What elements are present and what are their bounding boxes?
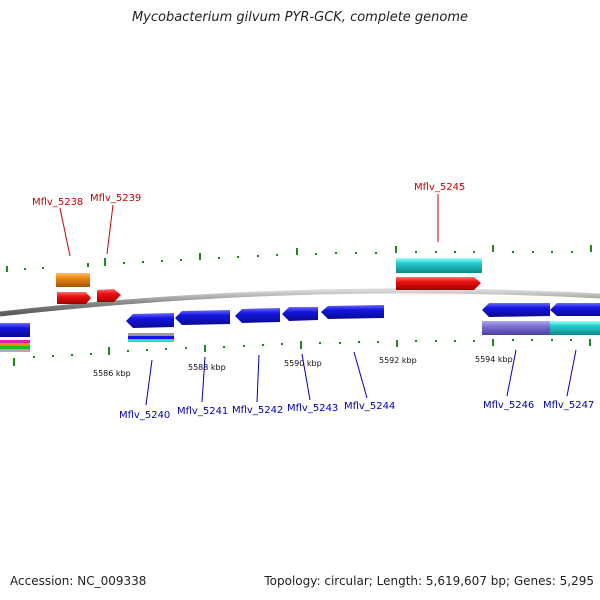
gene-arrow [282,307,318,321]
label-leaders-top [59,194,439,257]
gene-track [128,336,174,339]
kbp-label: 5588 kbp [188,363,226,372]
gene-arrow [321,305,384,319]
gene-arrow [175,310,230,325]
kbp-label: 5590 kbp [284,359,322,368]
gene-track [128,339,174,342]
gene-label: Mflv_5246 [483,400,534,411]
gene-label: Mflv_5238 [32,197,83,208]
gene-track [128,333,174,336]
gene-label: Mflv_5245 [414,182,465,193]
gene-arrow [56,273,90,287]
gene-track [0,349,30,352]
accession-text: Accession: NC_009338 [10,574,147,588]
gene-track [0,346,30,349]
gene-label: Mflv_5240 [119,410,170,421]
gene-arrow [396,277,481,290]
gene-arrow [482,303,550,317]
gene-label: Mflv_5243 [287,403,338,414]
kbp-label: 5592 kbp [379,356,417,365]
gene-label: Mflv_5247 [543,400,594,411]
genome-summary: Topology: circular; Length: 5,619,607 bp… [264,574,594,588]
gene-label: Mflv_5242 [232,405,283,416]
outer-tick-row [6,245,592,272]
gene-label: Mflv_5239 [90,193,141,204]
gene-arrow [57,292,91,304]
gene-arrow [126,313,174,328]
gene-arrow [550,321,600,335]
gene-label: Mflv_5241 [177,406,228,417]
gene-label: Mflv_5244 [344,401,395,412]
inner-tick-row [13,339,591,366]
genome-backbone [0,288,600,317]
gene-arrow [396,258,482,273]
gene-arrow [482,321,550,335]
gene-track [0,340,30,343]
gene-arrow [97,289,121,302]
gene-arrow [0,323,30,337]
kbp-label: 5594 kbp [475,355,513,364]
gene-track [0,343,30,346]
gene-arrow [235,308,280,323]
kbp-label: 5586 kbp [93,369,131,378]
label-leaders-bottom [145,349,577,406]
gene-arrow [550,303,600,316]
map-title: Mycobacterium gilvum PYR-GCK, complete g… [131,10,469,25]
